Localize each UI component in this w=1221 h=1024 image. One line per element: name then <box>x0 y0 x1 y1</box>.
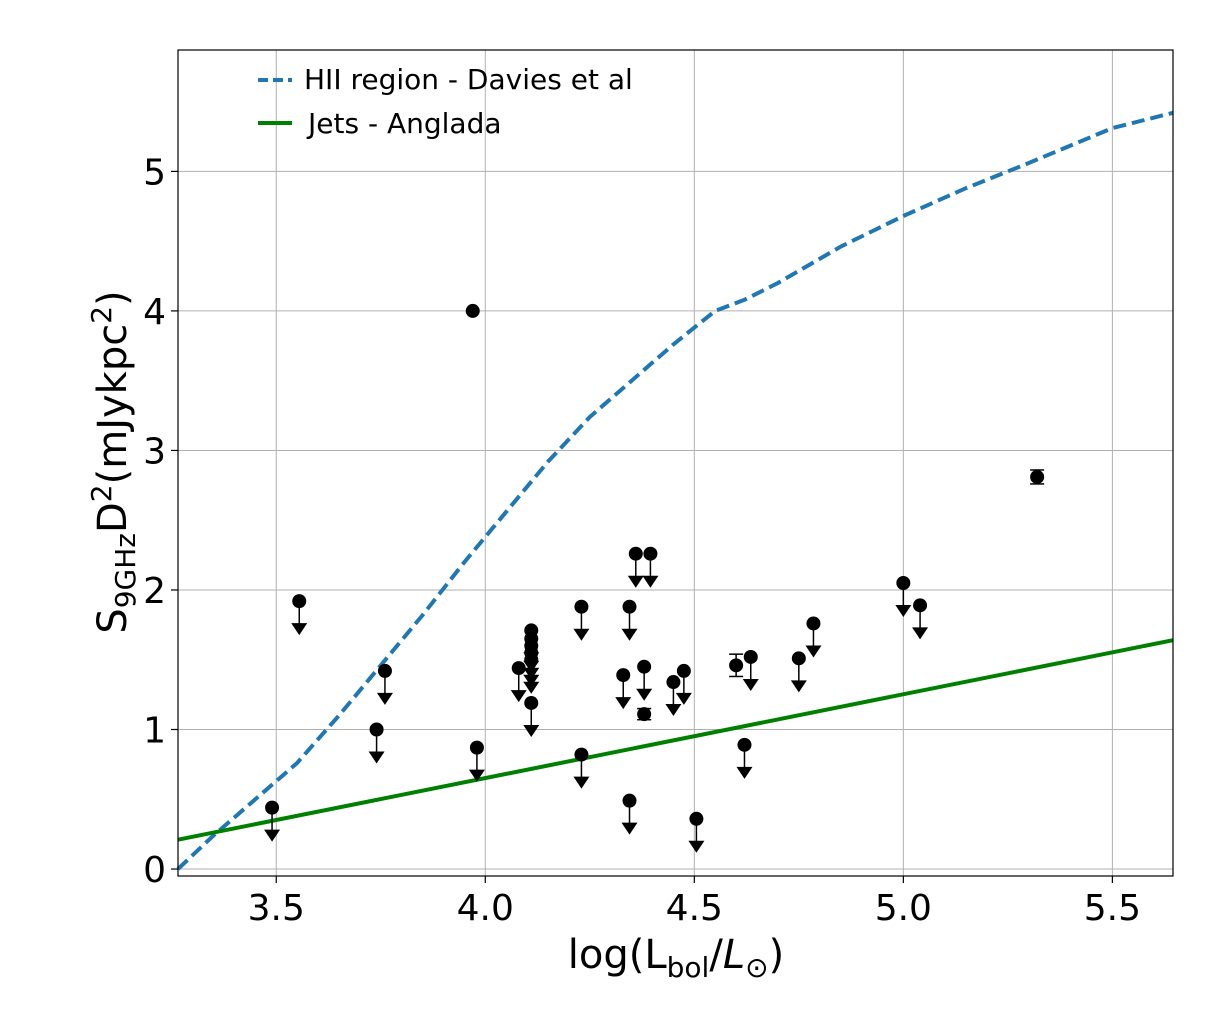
upper-limit-point <box>637 659 652 674</box>
upper-limit-arrow <box>642 575 659 588</box>
upper-limit-point <box>524 695 539 710</box>
upper-limit-point <box>377 663 392 678</box>
upper-limit-arrow <box>291 623 308 636</box>
upper-limit-point <box>896 575 911 590</box>
upper-limit-arrow <box>805 645 822 658</box>
x-tick-label: 3.5 <box>248 888 305 929</box>
series-lines <box>176 110 1174 871</box>
upper-limit-point <box>574 747 589 762</box>
legend: HII region - Davies et al Jets - Anglada <box>258 63 633 140</box>
upper-limit-point <box>622 793 637 808</box>
upper-limit-point <box>913 598 928 613</box>
x-axis-label: log(Lbol/L⊙) <box>568 932 784 984</box>
hii-region-line <box>176 110 1174 871</box>
upper-limit-point <box>689 811 704 826</box>
axis-ticks: 3.5 4.0 4.5 5.0 5.5 0 1 2 3 4 5 <box>143 152 1141 929</box>
y-tick-label: 0 <box>143 850 166 891</box>
upper-limit-arrow <box>573 628 590 641</box>
upper-limit-point <box>806 616 821 631</box>
upper-limit-arrow <box>510 690 527 703</box>
upper-limit-arrow <box>523 681 540 694</box>
upper-limit-point <box>369 722 384 737</box>
x-tick-label: 4.5 <box>666 888 723 929</box>
legend-label-hii: HII region - Davies et al <box>304 63 633 96</box>
y-axis-label: S9GHzD2(mJykpc2) <box>85 290 142 633</box>
upper-limit-point <box>676 663 691 678</box>
upper-limit-point <box>643 546 658 561</box>
x-tick-label: 5.0 <box>875 888 932 929</box>
x-tick-label: 5.5 <box>1084 888 1141 929</box>
data-markers <box>264 303 1045 853</box>
upper-limit-arrow <box>665 704 682 717</box>
upper-limit-arrow <box>742 678 759 691</box>
upper-limit-arrow <box>627 575 644 588</box>
upper-limit-arrow <box>376 692 393 705</box>
upper-limit-arrow <box>621 628 638 641</box>
upper-limit-point <box>737 737 752 752</box>
upper-limit-arrow <box>736 766 753 779</box>
upper-limit-point <box>524 652 539 667</box>
upper-limit-arrow <box>675 692 692 705</box>
x-tick-label: 4.0 <box>457 888 514 929</box>
y-tick-label: 3 <box>143 431 166 472</box>
upper-limit-arrow <box>368 751 385 764</box>
upper-limit-arrow <box>264 829 281 842</box>
upper-limit-arrow <box>636 688 653 701</box>
upper-limit-point <box>666 675 681 690</box>
detection-point <box>729 658 744 673</box>
upper-limit-point <box>743 649 758 664</box>
upper-limit-arrow <box>573 776 590 789</box>
upper-limit-point <box>574 599 589 614</box>
legend-label-jets: Jets - Anglada <box>306 107 502 140</box>
upper-limit-arrow <box>790 680 807 693</box>
upper-limit-arrow <box>895 604 912 617</box>
grid <box>178 50 1173 876</box>
upper-limit-point <box>791 651 806 666</box>
upper-limit-point <box>469 740 484 755</box>
upper-limit-point <box>622 599 637 614</box>
upper-limit-point <box>292 594 307 609</box>
upper-limit-arrow <box>912 627 929 640</box>
upper-limit-arrow <box>688 840 705 853</box>
detection-point <box>465 303 480 318</box>
upper-limit-point <box>511 661 526 676</box>
upper-limit-point <box>265 800 280 815</box>
upper-limit-arrow <box>621 822 638 835</box>
y-tick-label: 4 <box>143 292 166 333</box>
upper-limit-arrow <box>468 769 485 782</box>
upper-limit-point <box>628 546 643 561</box>
detection-point <box>1030 469 1045 484</box>
jets-line <box>177 638 1174 842</box>
y-tick-label: 2 <box>143 571 166 612</box>
y-tick-label: 5 <box>143 152 166 193</box>
upper-limit-arrow <box>615 697 632 710</box>
upper-limit-arrow <box>523 724 540 737</box>
plot-frame <box>177 49 1174 877</box>
upper-limit-point <box>616 668 631 683</box>
y-tick-label: 1 <box>143 710 166 751</box>
detection-point <box>637 707 652 722</box>
